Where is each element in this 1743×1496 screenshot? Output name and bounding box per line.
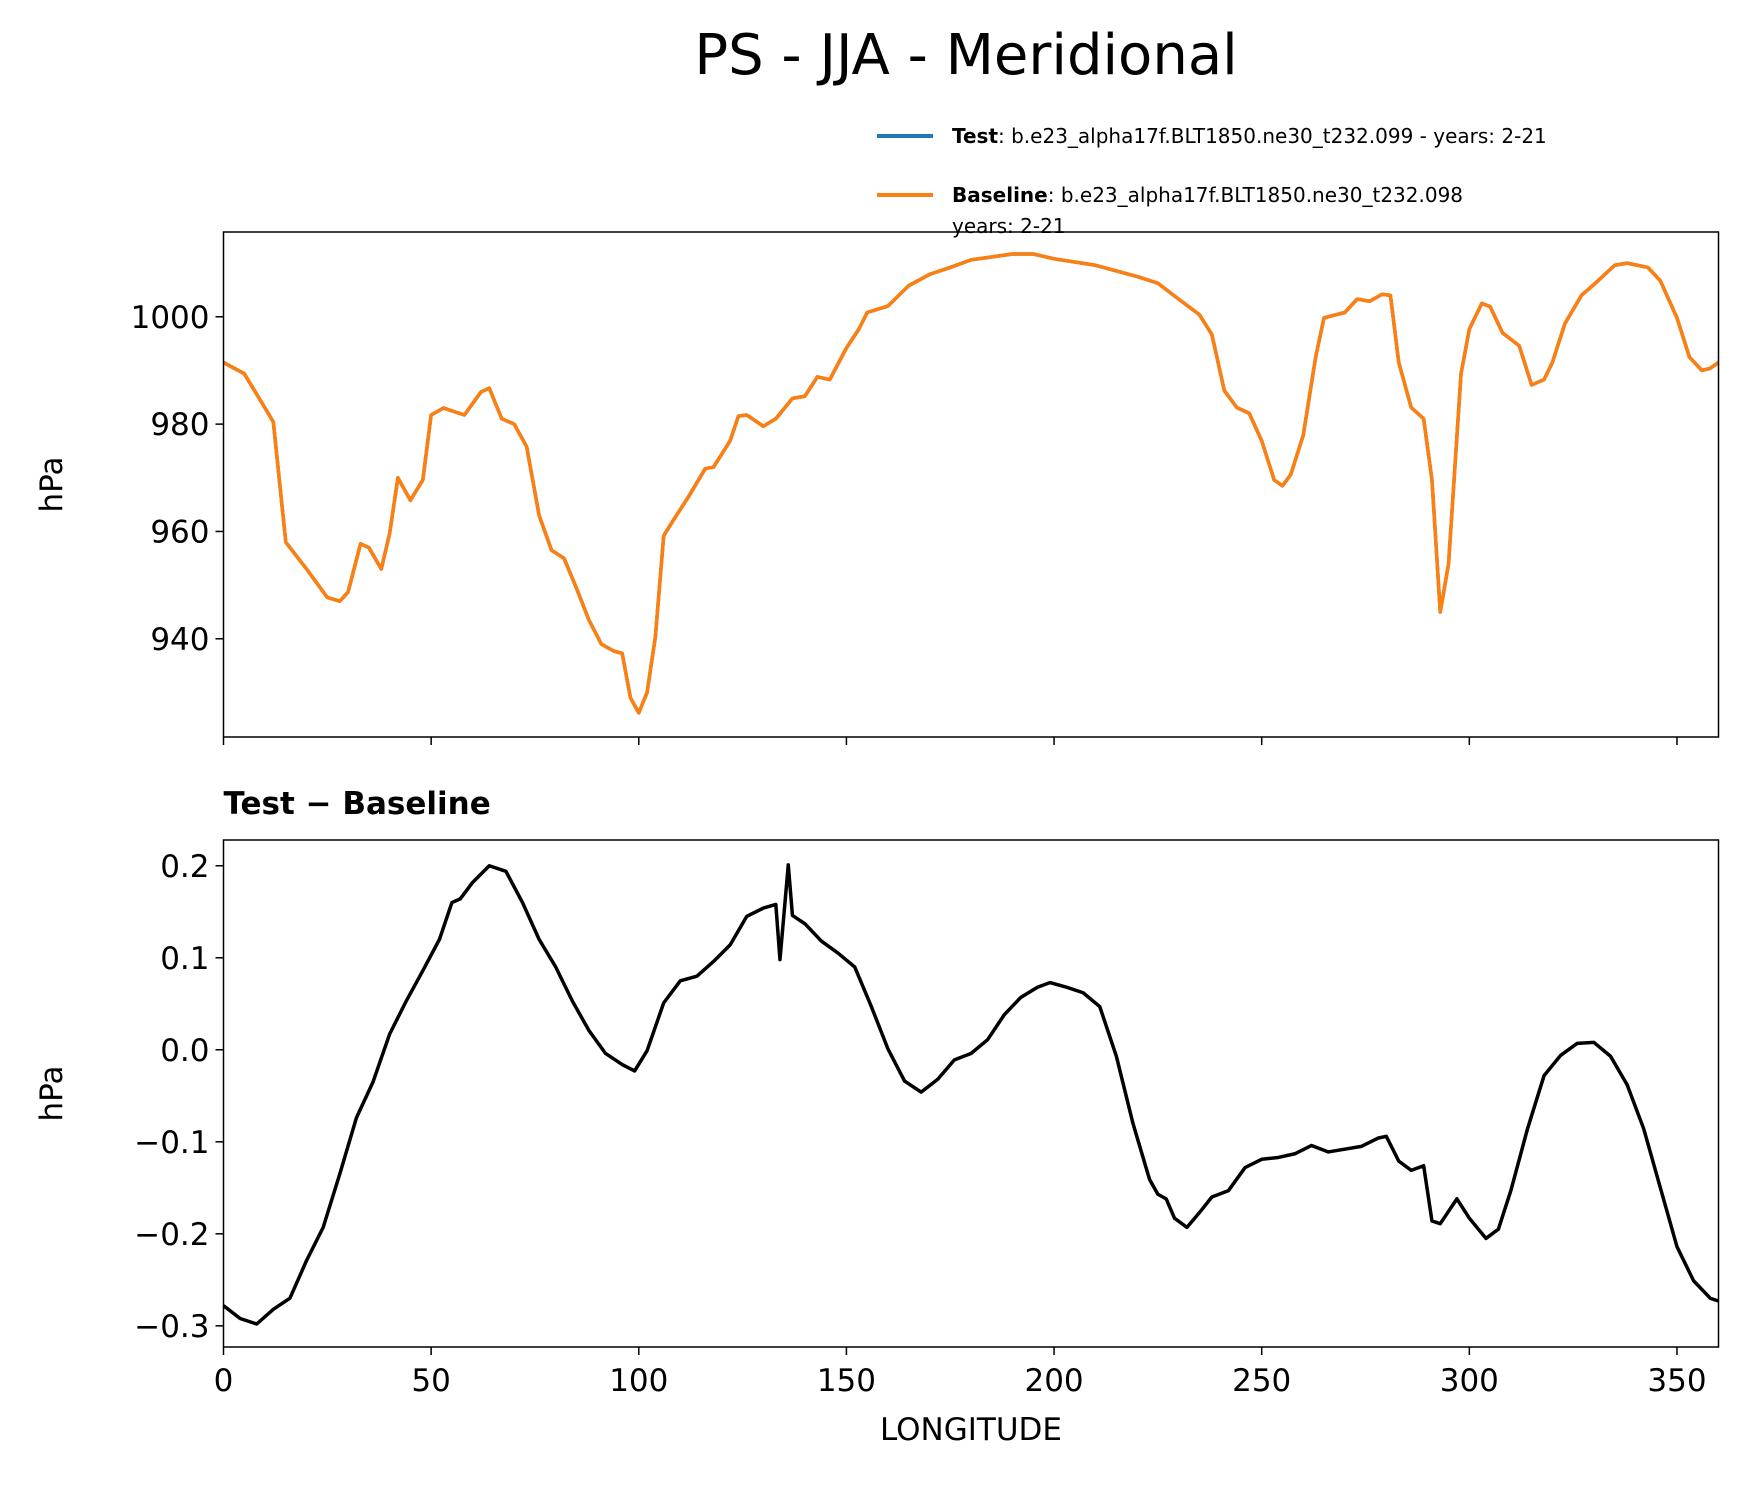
legend-name: Test	[952, 124, 998, 148]
y-tick-label: 0.2	[160, 849, 209, 885]
y-tick-label: 1000	[131, 300, 210, 336]
axes-frame	[222, 231, 1720, 738]
data-line	[222, 252, 1720, 715]
y-tick-label: 940	[150, 622, 209, 658]
x-tick-label: 100	[609, 1363, 668, 1399]
y-tick-label: −0.3	[134, 1309, 209, 1345]
data-line	[222, 863, 1720, 1326]
legend-description: years: 2-21	[952, 214, 1066, 238]
legend-description: : b.e23_alpha17f.BLT1850.ne30_t232.098	[1048, 183, 1463, 207]
y-tick-label: 0.1	[160, 941, 209, 977]
figure-title: PS - JJA - Meridional	[694, 23, 1237, 88]
y-tick-label: 960	[150, 514, 209, 550]
legend-description: : b.e23_alpha17f.BLT1850.ne30_t232.099 -…	[998, 124, 1547, 148]
data-line	[222, 252, 1720, 715]
y-axis-label: hPa	[34, 457, 70, 513]
x-tick-label: 350	[1647, 1363, 1706, 1399]
x-tick-label: 150	[817, 1363, 876, 1399]
y-tick-label: 980	[150, 407, 209, 443]
y-tick-label: −0.1	[134, 1125, 209, 1161]
legend-name: Baseline	[952, 183, 1048, 207]
x-tick-label: 200	[1024, 1363, 1083, 1399]
y-axis-label: hPa	[34, 1066, 70, 1122]
subplot-title: Test − Baseline	[224, 786, 491, 822]
x-tick-label: 0	[214, 1363, 234, 1399]
x-tick-label: 300	[1440, 1363, 1499, 1399]
x-tick-label: 250	[1232, 1363, 1291, 1399]
axes-frame	[222, 839, 1720, 1348]
x-axis-label: LONGITUDE	[880, 1412, 1062, 1448]
y-tick-label: −0.2	[134, 1217, 209, 1253]
x-tick-label: 50	[411, 1363, 450, 1399]
legend-entry: Test: b.e23_alpha17f.BLT1850.ne30_t232.0…	[952, 124, 1547, 148]
y-tick-label: 0.0	[160, 1033, 209, 1069]
legend-entry: Baseline: b.e23_alpha17f.BLT1850.ne30_t2…	[952, 183, 1463, 207]
